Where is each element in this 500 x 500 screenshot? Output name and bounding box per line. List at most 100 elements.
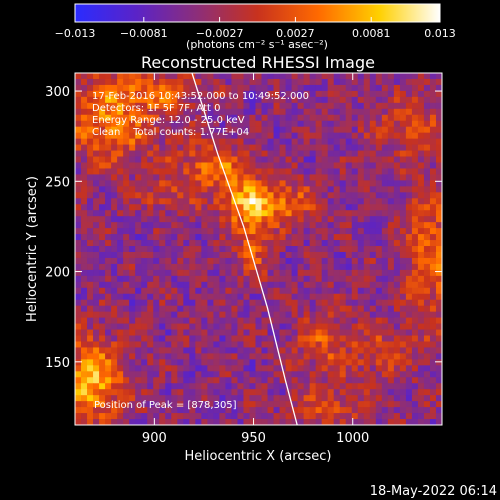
heatmap-cell xyxy=(417,251,425,259)
heatmap-cell xyxy=(363,168,371,175)
heatmap-cell xyxy=(423,401,431,408)
heatmap-cell xyxy=(75,96,82,104)
heatmap-cell xyxy=(243,186,250,193)
heatmap-cell xyxy=(327,257,335,265)
heatmap-cell xyxy=(207,240,214,247)
heatmap-cell xyxy=(357,168,365,175)
heatmap-cell xyxy=(369,281,377,289)
heatmap-cell xyxy=(405,156,413,163)
heatmap-cell xyxy=(297,126,305,134)
heatmap-cell xyxy=(195,138,202,145)
heatmap-cell xyxy=(231,96,238,104)
heatmap-cell xyxy=(225,162,232,169)
heatmap-cell xyxy=(339,90,347,98)
heatmap-cell xyxy=(219,210,226,217)
solar-limb-line xyxy=(191,73,298,425)
heatmap-cell xyxy=(159,144,166,151)
heatmap-cell xyxy=(165,395,172,402)
heatmap-cell xyxy=(273,168,280,175)
heatmap-cell xyxy=(171,395,178,402)
heatmap-cell xyxy=(189,90,196,98)
heatmap-cell xyxy=(261,126,268,134)
heatmap-cell xyxy=(351,234,359,241)
heatmap-cell xyxy=(111,78,118,86)
heatmap-cell xyxy=(129,389,136,396)
heatmap-cell xyxy=(393,228,401,235)
heatmap-cell xyxy=(435,96,442,104)
heatmap-cell xyxy=(417,353,425,360)
heatmap-cell xyxy=(435,293,442,301)
heatmap-cell xyxy=(309,108,317,116)
heatmap-cell xyxy=(297,216,305,223)
heatmap-cell xyxy=(423,413,431,420)
heatmap-cell xyxy=(399,275,407,283)
heatmap-cell xyxy=(357,359,365,366)
heatmap-cell xyxy=(285,126,292,134)
heatmap-cell xyxy=(261,246,268,253)
heatmap-cell xyxy=(81,383,88,390)
heatmap-cell xyxy=(333,90,341,98)
heatmap-cell xyxy=(267,192,274,199)
heatmap-cell xyxy=(249,407,256,414)
heatmap-cell xyxy=(237,251,244,259)
heatmap-cell xyxy=(237,311,244,319)
heatmap-cell xyxy=(123,305,130,313)
heatmap-cell xyxy=(147,174,154,181)
heatmap-cell xyxy=(291,84,299,92)
heatmap-cell xyxy=(249,323,256,330)
heatmap-cell xyxy=(387,132,395,140)
heatmap-cell xyxy=(75,251,82,259)
heatmap-cell xyxy=(123,84,130,92)
heatmap-cell xyxy=(225,395,232,402)
heatmap-cell xyxy=(129,299,136,307)
heatmap-cell xyxy=(129,180,136,187)
heatmap-cell xyxy=(177,120,184,128)
heatmap-cell xyxy=(369,347,377,354)
heatmap-cell xyxy=(219,263,226,271)
heatmap-cell xyxy=(105,419,112,425)
heatmap-cell xyxy=(177,90,184,98)
heatmap-cell xyxy=(261,168,268,175)
heatmap-cell xyxy=(387,353,395,360)
heatmap-cell xyxy=(327,347,335,354)
heatmap-cell xyxy=(429,84,437,92)
heatmap-cell xyxy=(165,353,172,360)
heatmap-cell xyxy=(249,263,256,271)
heatmap-cell xyxy=(87,132,94,140)
heatmap-cell xyxy=(429,138,437,145)
heatmap-cell xyxy=(243,204,250,211)
heatmap-cell xyxy=(111,347,118,354)
heatmap-cell xyxy=(291,365,299,372)
heatmap-cell xyxy=(387,251,395,259)
heatmap-cell xyxy=(141,180,148,187)
heatmap-cell xyxy=(333,204,341,211)
heatmap-cell xyxy=(297,251,305,259)
heatmap-cell xyxy=(339,275,347,283)
heatmap-cell xyxy=(393,311,401,319)
heatmap-cell xyxy=(207,234,214,241)
x-tick-label: 1000 xyxy=(336,431,369,446)
heatmap-cell xyxy=(393,341,401,348)
heatmap-cell xyxy=(165,419,172,425)
heatmap-cell xyxy=(423,96,431,104)
heatmap-cell xyxy=(375,90,383,98)
heatmap-cell xyxy=(147,293,154,301)
heatmap-cell xyxy=(363,246,371,253)
heatmap-cell xyxy=(93,144,100,151)
heatmap-cell xyxy=(147,210,154,217)
heatmap-cell xyxy=(123,341,130,348)
heatmap-cell xyxy=(111,275,118,283)
heatmap-cell xyxy=(255,240,262,247)
heatmap-cell xyxy=(153,84,160,92)
heatmap-cell xyxy=(123,365,130,372)
heatmap-cell xyxy=(129,84,136,92)
heatmap-cell xyxy=(111,240,118,247)
heatmap-cell xyxy=(267,395,274,402)
heatmap-cell xyxy=(309,228,317,235)
heatmap-cell xyxy=(387,401,395,408)
heatmap-cell xyxy=(363,263,371,271)
heatmap-cell xyxy=(381,246,389,253)
heatmap-cell xyxy=(399,401,407,408)
heatmap-cell xyxy=(363,228,371,235)
heatmap-cell xyxy=(333,311,341,319)
